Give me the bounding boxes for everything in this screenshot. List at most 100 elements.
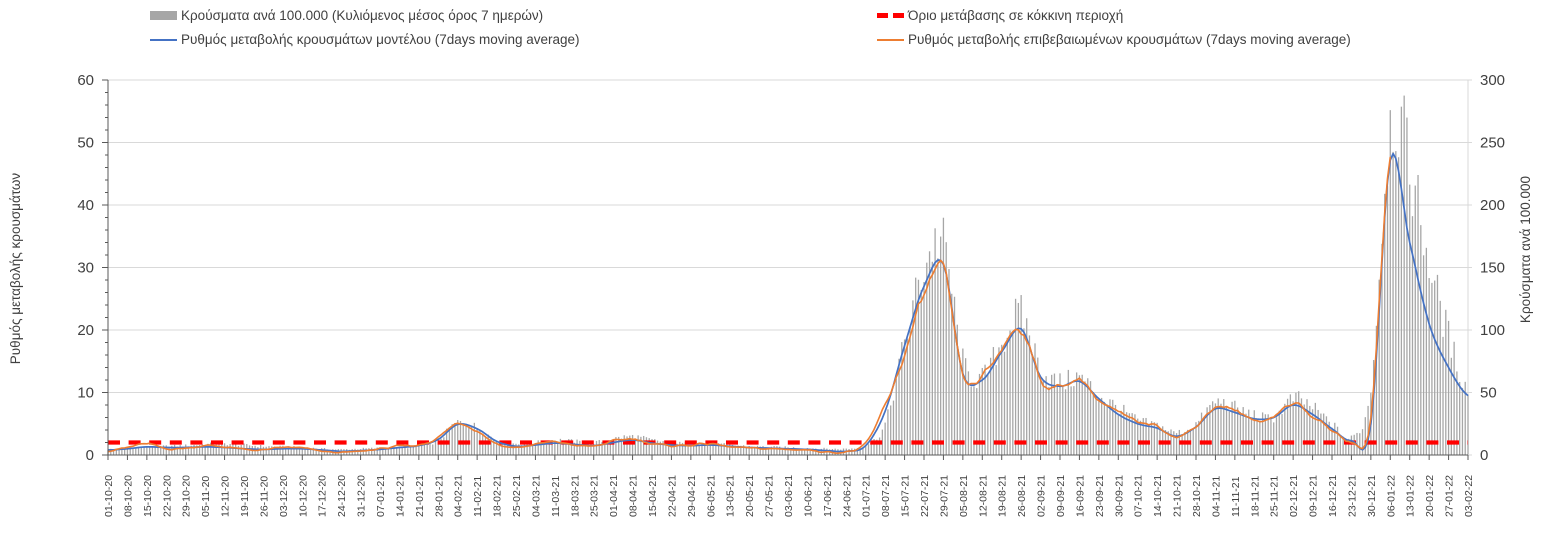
svg-text:16-09-21: 16-09-21 [1074,475,1086,517]
svg-text:06-01-22: 06-01-22 [1385,475,1397,517]
svg-text:13-01-22: 13-01-22 [1405,475,1417,517]
svg-text:15-10-20: 15-10-20 [142,475,154,517]
svg-text:21-01-21: 21-01-21 [414,475,426,517]
svg-text:29-04-21: 29-04-21 [686,475,698,517]
svg-text:20-05-21: 20-05-21 [744,475,756,517]
svg-text:28-01-21: 28-01-21 [433,475,445,517]
legend-label-model: Ρυθμός μεταβολής κρουσμάτων μοντέλου (7d… [181,32,580,47]
svg-text:50: 50 [1480,385,1497,402]
svg-text:100: 100 [1480,322,1505,339]
svg-text:20-01-22: 20-01-22 [1424,475,1436,517]
svg-text:11-11-21: 11-11-21 [1230,476,1242,517]
svg-text:03-12-20: 03-12-20 [278,475,290,517]
svg-text:200: 200 [1480,197,1505,214]
svg-text:09-12-21: 09-12-21 [1308,475,1320,517]
svg-text:27-05-21: 27-05-21 [764,475,776,517]
svg-text:15-04-21: 15-04-21 [647,475,659,517]
svg-text:30-12-21: 30-12-21 [1366,475,1378,517]
svg-text:10-06-21: 10-06-21 [802,475,814,517]
svg-text:18-03-21: 18-03-21 [569,475,581,517]
svg-text:27-01-22: 27-01-22 [1444,475,1456,517]
bar-series-swatch [150,11,177,20]
legend-item-model-line: Ρυθμός μεταβολής κρουσμάτων μοντέλου (7d… [150,32,580,47]
svg-text:300: 300 [1480,72,1505,89]
svg-text:13-05-21: 13-05-21 [725,475,737,517]
legend-item-cases-bars: Κρούσματα ανά 100.000 (Κυλιόμενος μέσος … [150,8,580,23]
svg-text:23-09-21: 23-09-21 [1094,475,1106,517]
svg-text:04-03-21: 04-03-21 [530,475,542,517]
confirmed-line-swatch [877,38,904,41]
svg-text:40: 40 [77,197,94,214]
svg-text:06-05-21: 06-05-21 [705,475,717,517]
svg-text:22-07-21: 22-07-21 [919,475,931,517]
svg-text:25-02-21: 25-02-21 [511,475,523,517]
svg-text:50: 50 [77,135,94,152]
svg-text:150: 150 [1480,260,1505,277]
svg-text:05-11-20: 05-11-20 [200,476,212,517]
svg-text:25-11-21: 25-11-21 [1269,476,1281,517]
svg-text:15-07-21: 15-07-21 [900,475,912,517]
svg-text:02-09-21: 02-09-21 [1036,475,1048,517]
svg-text:03-02-22: 03-02-22 [1463,475,1475,517]
svg-text:28-10-21: 28-10-21 [1191,475,1203,517]
svg-text:01-07-21: 01-07-21 [861,475,873,517]
legend-column-left: Κρούσματα ανά 100.000 (Κυλιόμενος μέσος … [150,8,580,47]
svg-text:08-04-21: 08-04-21 [628,475,640,517]
svg-text:03-06-21: 03-06-21 [783,475,795,517]
svg-text:11-02-21: 11-02-21 [472,476,484,517]
svg-text:31-12-20: 31-12-20 [356,475,368,517]
legend-column-right: Όριο μετάβασης σε κόκκινη περιοχή Ρυθμός… [877,8,1351,47]
model-line-swatch [150,38,177,41]
svg-text:26-11-20: 26-11-20 [258,476,270,517]
svg-text:12-08-21: 12-08-21 [977,475,989,517]
svg-text:0: 0 [1480,447,1488,464]
svg-text:08-10-20: 08-10-20 [122,475,134,517]
svg-text:29-10-20: 29-10-20 [181,475,193,517]
svg-text:19-08-21: 19-08-21 [997,475,1009,517]
svg-text:04-02-21: 04-02-21 [453,475,465,517]
svg-text:02-12-21: 02-12-21 [1288,475,1300,517]
svg-text:17-06-21: 17-06-21 [822,475,834,517]
svg-text:10: 10 [77,385,94,402]
svg-text:25-03-21: 25-03-21 [589,475,601,517]
svg-text:20: 20 [77,322,94,339]
svg-text:11-03-21: 11-03-21 [550,476,562,517]
svg-text:22-10-20: 22-10-20 [161,475,173,517]
svg-text:07-01-21: 07-01-21 [375,475,387,517]
legend-label-cases: Κρούσματα ανά 100.000 (Κυλιόμενος μέσος … [181,8,544,23]
legend-item-threshold: Όριο μετάβασης σε κόκκινη περιοχή [877,8,1351,23]
svg-text:10-12-20: 10-12-20 [297,475,309,517]
svg-text:12-11-20: 12-11-20 [220,476,232,517]
svg-text:07-10-21: 07-10-21 [1133,475,1145,517]
svg-text:23-12-21: 23-12-21 [1346,475,1358,517]
svg-text:09-09-21: 09-09-21 [1055,475,1067,517]
svg-text:24-12-20: 24-12-20 [336,475,348,517]
svg-text:0: 0 [86,447,94,464]
svg-text:24-06-21: 24-06-21 [841,475,853,517]
svg-text:18-11-21: 18-11-21 [1249,476,1261,517]
svg-text:01-04-21: 01-04-21 [608,475,620,517]
svg-text:30: 30 [77,260,94,277]
threshold-dash-swatch [877,13,904,18]
legend-label-confirmed: Ρυθμός μεταβολής επιβεβαιωμένων κρουσμάτ… [908,32,1351,47]
svg-text:01-10-20: 01-10-20 [103,475,115,517]
svg-text:30-09-21: 30-09-21 [1113,475,1125,517]
svg-text:26-08-21: 26-08-21 [1016,475,1028,517]
svg-text:04-11-21: 04-11-21 [1210,476,1222,517]
svg-text:21-10-21: 21-10-21 [1172,475,1184,517]
svg-text:14-01-21: 14-01-21 [394,475,406,517]
legend-label-threshold: Όριο μετάβασης σε κόκκινη περιοχή [908,8,1124,23]
svg-text:60: 60 [77,72,94,89]
svg-text:250: 250 [1480,135,1505,152]
svg-text:18-02-21: 18-02-21 [492,475,504,517]
legend-item-confirmed-line: Ρυθμός μεταβολής επιβεβαιωμένων κρουσμάτ… [877,32,1351,47]
svg-text:29-07-21: 29-07-21 [938,475,950,517]
svg-text:05-08-21: 05-08-21 [958,475,970,517]
svg-text:17-12-20: 17-12-20 [317,475,329,517]
svg-text:16-12-21: 16-12-21 [1327,475,1339,517]
svg-text:22-04-21: 22-04-21 [666,475,678,517]
svg-text:08-07-21: 08-07-21 [880,475,892,517]
svg-text:14-10-21: 14-10-21 [1152,475,1164,517]
